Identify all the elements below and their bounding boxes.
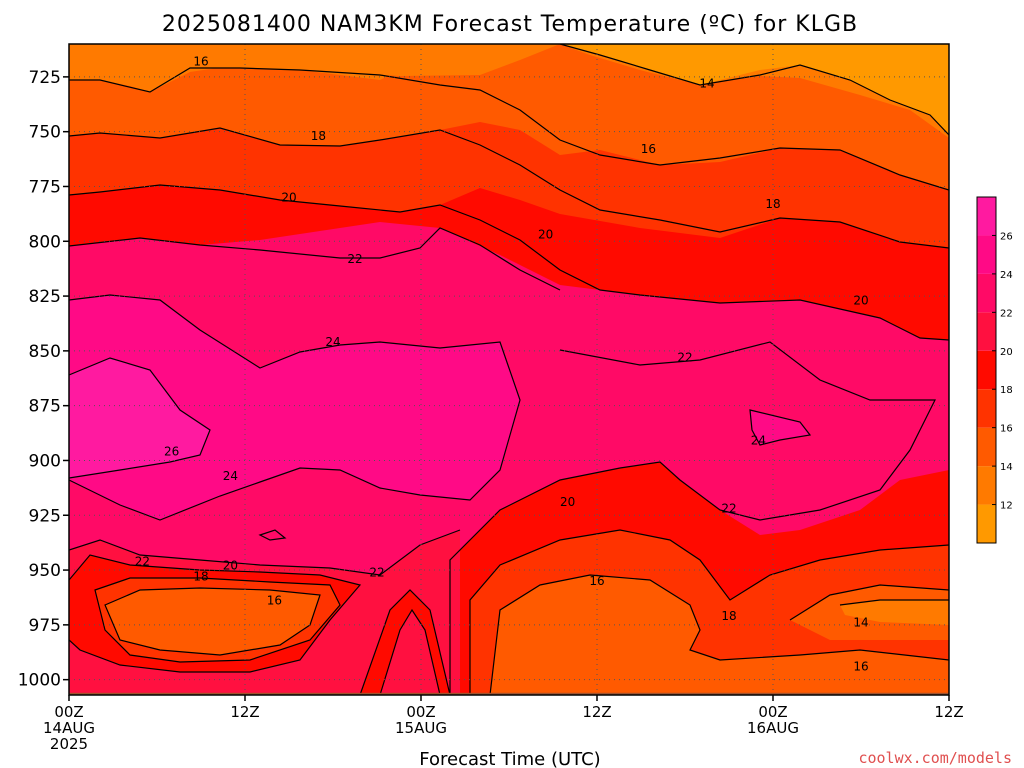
contour-label: 18: [193, 570, 208, 584]
contour-label: 20: [223, 559, 238, 573]
x-tick-label: 00Z: [406, 703, 435, 721]
contour-label: 20: [560, 495, 575, 509]
y-tick-label: 875: [29, 397, 61, 417]
x-tick-label: 00Z: [54, 703, 83, 721]
y-tick-label: 750: [29, 123, 61, 143]
y-tick-label: 725: [29, 68, 61, 88]
contour-label: 24: [325, 335, 340, 349]
band-12: [560, 44, 949, 135]
x-tick-label: 2025: [50, 735, 88, 753]
contour-label: 22: [369, 565, 384, 579]
band-26: [69, 358, 210, 478]
plot-area: [69, 44, 949, 695]
colorbar-band: [977, 504, 996, 543]
contour-label: 20: [538, 228, 553, 242]
contour-lines: [69, 44, 949, 695]
band-16-low-right: [490, 575, 949, 695]
contour-label: 20: [853, 293, 868, 307]
colorbar-band: [977, 197, 996, 236]
colorbar-band: [977, 350, 996, 390]
band-14b: [69, 44, 560, 92]
contour-labels: 16 14 18 16 20 18 20 22 20 24 22 26 24 24 20 22 22 20 18 22…: [135, 55, 869, 674]
contour-label: 26: [164, 445, 179, 459]
x-tick-label: 00Z: [758, 703, 787, 721]
contour-label: 18: [721, 609, 736, 623]
credit-text: coolwx.com/models: [858, 749, 1012, 767]
y-tick-label: 850: [29, 342, 61, 362]
colorbar-band: [977, 312, 996, 351]
contour-label: 16: [641, 142, 656, 156]
contour-label: 22: [677, 350, 692, 364]
x-tick-label: 12Z: [230, 703, 259, 721]
contour-label: 16: [589, 574, 604, 588]
y-tick-label: 1000: [18, 671, 61, 691]
contour-label: 24: [223, 469, 238, 483]
y-tick-label: 775: [29, 177, 61, 197]
colorbar-band: [977, 466, 996, 505]
y-tick-label: 925: [29, 506, 61, 526]
colorbar-label: 22: [1000, 308, 1013, 319]
chart-title: 2025081400 NAM3KM Forecast Temperature (…: [162, 12, 858, 37]
x-tick-label: 12Z: [582, 703, 611, 721]
colorbar-label: 26: [1000, 231, 1013, 242]
colorbar-label: 16: [1000, 424, 1013, 435]
ground-surface: [69, 692, 949, 695]
band-24b: [750, 410, 810, 445]
x-tick-label: 12Z: [934, 703, 963, 721]
contour-label: 16: [853, 660, 868, 674]
colorbar-frame: [976, 196, 997, 544]
colorbar-label: 12: [1000, 501, 1013, 512]
contour-label: 14: [699, 76, 714, 90]
x-tick-label: 16AUG: [747, 719, 799, 737]
colorbar-band: [977, 235, 996, 274]
plot-frame: [68, 43, 950, 696]
colorbar-band: [977, 427, 996, 467]
contour-label: 24: [751, 434, 766, 448]
contour-label: 14: [853, 616, 868, 630]
colorbar-band: [977, 389, 996, 428]
contour-label: 20: [281, 190, 296, 204]
x-tick-label: 14AUG: [43, 719, 95, 737]
band-14-low-right: [840, 600, 949, 625]
contour-label: 16: [267, 594, 282, 608]
contour-label: 18: [311, 129, 326, 143]
band-16-low-left: [105, 588, 320, 655]
colorbar-label: 18: [1000, 385, 1013, 396]
contour-label: 18: [765, 197, 780, 211]
band-24: [69, 295, 520, 520]
y-tick-label: 975: [29, 616, 61, 636]
x-axis-title: Forecast Time (UTC): [419, 749, 600, 768]
colorbar-band: [977, 273, 996, 313]
colorbar-label: 14: [1000, 462, 1013, 473]
colorbar-label: 24: [1000, 270, 1013, 281]
contour-label: 22: [721, 502, 736, 516]
x-tick-label: 15AUG: [395, 719, 447, 737]
y-tick-label: 825: [29, 287, 61, 307]
y-tick-label: 950: [29, 561, 61, 581]
y-tick-label: 800: [29, 232, 61, 252]
colorbar: 12 14 16 18 20 22 24 26: [976, 196, 1013, 544]
colorbar-label: 20: [1000, 347, 1013, 358]
grid-lines: [69, 44, 949, 695]
pressure-axis: 725 750 775 800 825 850 875 900 925 950 975 1000: [18, 68, 69, 691]
contour-label: 16: [193, 55, 208, 69]
contour-label: 22: [135, 554, 150, 568]
contour-label: 22: [347, 252, 362, 266]
y-tick-label: 900: [29, 451, 61, 471]
